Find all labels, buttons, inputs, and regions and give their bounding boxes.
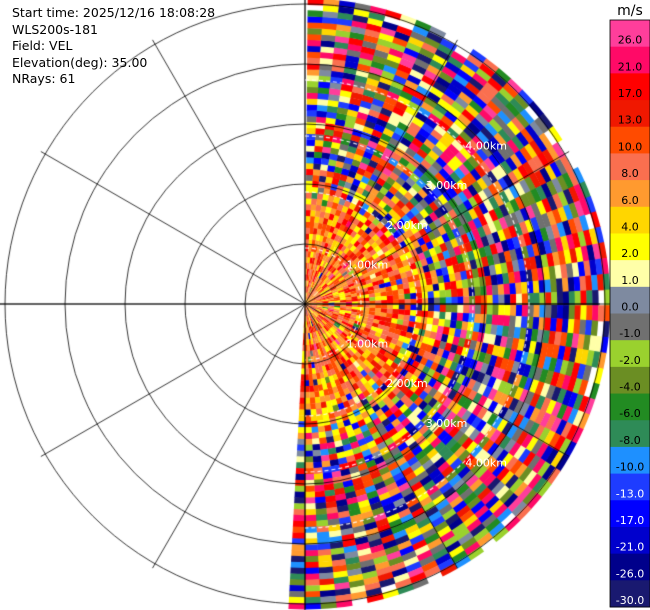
colorbar-tick-label: 8.0 (621, 167, 639, 180)
colorbar-tick-label: 26.0 (618, 34, 643, 47)
colorbar-swatch (610, 313, 650, 341)
colorbar-tick-label: -8.0 (619, 434, 640, 447)
colorbar-swatch (610, 206, 650, 234)
colorbar-tick-label: 1.0 (621, 274, 639, 287)
colorbar-swatch (610, 73, 650, 101)
colorbar-tick-label: 13.0 (618, 114, 643, 127)
colorbar-swatch (610, 366, 650, 395)
colorbar-swatch (610, 100, 650, 128)
colorbar-swatch (610, 340, 650, 368)
colorbar-swatch (610, 446, 650, 475)
range-label-2-south: 2.00km (386, 377, 428, 390)
colorbar-swatch (610, 153, 650, 181)
elevation-label: Elevation(deg): 35.00 (12, 54, 148, 70)
field-label: Field: VEL (12, 38, 73, 54)
colorbar-tick-label: 4.0 (621, 220, 639, 233)
colorbar-unit-label: m/s (617, 3, 643, 19)
colorbar-border (609, 19, 650, 608)
range-label-3-south: 3.00km (426, 417, 468, 430)
colorbar-tick-label: -13.0 (616, 487, 644, 500)
colorbar-swatch (610, 126, 650, 154)
colorbar-swatch (610, 260, 650, 288)
colorbar-tick-label: 17.0 (618, 87, 643, 100)
instrument-label: WLS200s-181 (12, 21, 98, 37)
colorbar-swatch (610, 180, 650, 208)
start-time-label: Start time: 2025/12/16 18:08:28 (12, 5, 216, 20)
colorbar-swatch (610, 420, 650, 448)
colorbar-tick-label: 21.0 (618, 60, 643, 73)
colorbar-tick-label: -30.0 (616, 594, 644, 607)
colorbar-swatch (610, 286, 650, 314)
range-label-4-north: 4.00km (465, 140, 507, 153)
colorbar-tick-label: -4.0 (619, 381, 640, 394)
range-label-3-north: 3.00km (426, 179, 468, 192)
colorbar-tick-label: -21.0 (616, 541, 644, 554)
colorbar-swatch (610, 553, 650, 581)
colorbar-swatch (610, 393, 650, 421)
range-label-1-north: 1.00km (347, 258, 389, 271)
colorbar-tick-label: -6.0 (619, 407, 640, 420)
colorbar-tick-label: -17.0 (616, 514, 644, 527)
colorbar-tick-label: 2.0 (621, 247, 639, 260)
colorbar-tick-label: 0.0 (621, 301, 639, 314)
colorbar-swatch (610, 526, 650, 555)
colorbar-tick-label: 10.0 (618, 140, 643, 153)
colorbar-tick-label: -1.0 (619, 327, 640, 340)
plot-info-block: Start time: 2025/12/16 18:08:28 WLS200s-… (12, 5, 215, 88)
colorbar-tick-label: -2.0 (619, 354, 640, 367)
range-label-2-north: 2.00km (386, 219, 428, 232)
colorbar-tick-label: -10.0 (616, 461, 644, 474)
colorbar-swatch (610, 233, 650, 261)
colorbar-swatch (610, 580, 650, 608)
range-label-1-south: 1.00km (347, 338, 389, 351)
colorbar-swatch (610, 20, 650, 48)
colorbar-swatch (610, 46, 650, 74)
nrays-label: NRays: 61 (12, 71, 76, 87)
colorbar-swatch (610, 500, 650, 528)
colorbar-tick-label: 6.0 (621, 194, 639, 207)
colorbar-swatch (610, 473, 650, 501)
range-label-4-south: 4.00km (465, 456, 507, 469)
colorbar-tick-label: -26.0 (616, 567, 644, 580)
